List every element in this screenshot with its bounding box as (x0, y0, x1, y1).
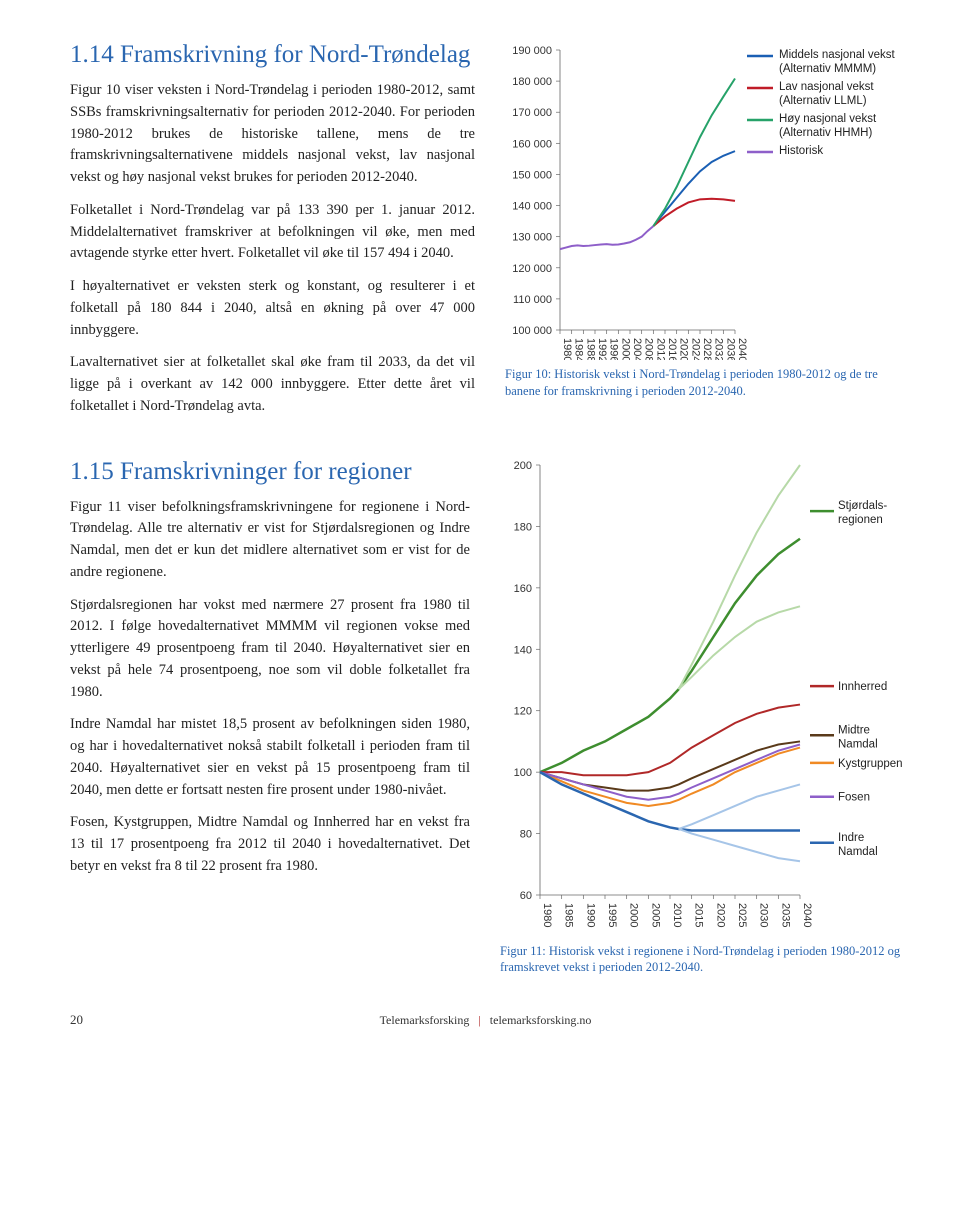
svg-text:(Alternativ MMMM): (Alternativ MMMM) (779, 63, 876, 75)
figure-11-chart: 60 80 100 120 140 160 180 200 1980 1985 1990 1995 20… (500, 457, 910, 937)
svg-text:2040: 2040 (736, 338, 748, 360)
footer-org: Telemarksforsking | telemarksforsking.no (380, 1011, 592, 1029)
section-114-p1: Figur 10 viser veksten i Nord-Trøndelag … (70, 80, 475, 189)
svg-text:(Alternativ LLML): (Alternativ LLML) (779, 95, 867, 107)
svg-text:Middels nasjonal vekst: Middels nasjonal vekst (779, 49, 896, 61)
svg-text:2032: 2032 (713, 338, 725, 360)
svg-text:2000: 2000 (619, 338, 631, 360)
svg-text:2000: 2000 (628, 903, 640, 927)
svg-text:Kystgruppen: Kystgruppen (838, 757, 903, 769)
svg-text:Midtre: Midtre (838, 724, 870, 736)
svg-text:80: 80 (520, 828, 532, 840)
svg-text:1980: 1980 (561, 338, 573, 360)
figure-11-caption: Figur 11: Historisk vekst i regionene i … (500, 943, 910, 977)
section-115-text: 1.15 Framskrivninger for regioner Figur … (70, 457, 470, 977)
page-number: 20 (70, 1010, 83, 1030)
svg-text:2028: 2028 (701, 338, 713, 360)
svg-text:Høy nasjonal vekst: Høy nasjonal vekst (779, 113, 877, 125)
figure-10: 100 000 110 000 120 000 130 000 140 000 150 0… (505, 40, 910, 429)
svg-text:140: 140 (514, 644, 532, 656)
section-115-p1: Figur 11 viser befolkningsframskrivninge… (70, 497, 470, 584)
svg-text:1992: 1992 (596, 338, 608, 360)
svg-text:Innherred: Innherred (838, 681, 887, 693)
section-114-p2: Folketallet i Nord-Trøndelag var på 133 … (70, 200, 475, 265)
svg-text:regionen: regionen (838, 514, 883, 526)
svg-text:1996: 1996 (608, 338, 620, 360)
svg-text:Stjørdals-: Stjørdals- (838, 500, 887, 512)
svg-text:1985: 1985 (563, 903, 575, 927)
svg-text:Lav nasjonal vekst: Lav nasjonal vekst (779, 81, 874, 93)
figure-10-chart: 100 000 110 000 120 000 130 000 140 000 150 0… (505, 40, 910, 360)
section-114-block: 1.14 Framskrivning for Nord-Trøndelag Fi… (70, 40, 910, 429)
section-114-title: 1.14 Framskrivning for Nord-Trøndelag (70, 40, 475, 70)
svg-text:120: 120 (514, 705, 532, 717)
svg-text:1980: 1980 (541, 903, 553, 927)
svg-text:2020: 2020 (678, 338, 690, 360)
svg-text:Indre: Indre (838, 831, 864, 843)
svg-text:100 000: 100 000 (512, 325, 552, 337)
section-114-p4: Lavalternativet sier at folketallet skal… (70, 352, 475, 417)
figure-11: 60 80 100 120 140 160 180 200 1980 1985 1990 1995 20… (500, 457, 910, 977)
svg-text:2004: 2004 (631, 338, 643, 360)
svg-text:2030: 2030 (758, 903, 770, 927)
section-115-title: 1.15 Framskrivninger for regioner (70, 457, 470, 487)
svg-text:Fosen: Fosen (838, 791, 870, 803)
svg-text:2016: 2016 (666, 338, 678, 360)
svg-text:150 000: 150 000 (512, 169, 552, 181)
svg-text:2005: 2005 (649, 903, 661, 927)
svg-text:Namdal: Namdal (838, 845, 878, 857)
section-115-p4: Fosen, Kystgruppen, Midtre Namdal og Inn… (70, 812, 470, 877)
svg-text:160: 160 (514, 582, 532, 594)
section-114-p3: I høyalternativet er veksten sterk og ko… (70, 276, 475, 341)
svg-text:2020: 2020 (714, 903, 726, 927)
svg-text:110 000: 110 000 (513, 294, 552, 306)
svg-text:(Alternativ HHMH): (Alternativ HHMH) (779, 127, 872, 139)
svg-text:2010: 2010 (671, 903, 683, 927)
svg-text:2008: 2008 (643, 338, 655, 360)
svg-text:140 000: 140 000 (512, 201, 552, 213)
svg-text:2036: 2036 (724, 338, 736, 360)
svg-text:180: 180 (514, 521, 532, 533)
svg-text:2025: 2025 (736, 903, 748, 927)
section-115-p3: Indre Namdal har mistet 18,5 prosent av … (70, 714, 470, 801)
svg-text:Historisk: Historisk (779, 145, 823, 157)
svg-text:2012: 2012 (654, 338, 666, 360)
section-115-block: 1.15 Framskrivninger for regioner Figur … (70, 457, 910, 977)
svg-text:1995: 1995 (606, 903, 618, 927)
svg-text:1988: 1988 (584, 338, 596, 360)
svg-text:2040: 2040 (801, 903, 813, 927)
svg-text:200: 200 (514, 460, 532, 472)
svg-text:2024: 2024 (689, 338, 701, 360)
svg-text:Namdal: Namdal (838, 738, 878, 750)
section-115-p2: Stjørdalsregionen har vokst med nærmere … (70, 595, 470, 704)
section-114-text: 1.14 Framskrivning for Nord-Trøndelag Fi… (70, 40, 475, 429)
svg-text:1990: 1990 (584, 903, 596, 927)
svg-text:2035: 2035 (779, 903, 791, 927)
svg-text:160 000: 160 000 (512, 138, 552, 150)
svg-text:100: 100 (514, 767, 532, 779)
figure-10-caption: Figur 10: Historisk vekst i Nord-Trøndel… (505, 366, 910, 400)
svg-text:170 000: 170 000 (512, 107, 552, 119)
page-footer: 20 Telemarksforsking | telemarksforsking… (70, 1010, 910, 1030)
svg-text:120 000: 120 000 (512, 263, 552, 275)
svg-text:60: 60 (520, 890, 532, 902)
svg-text:130 000: 130 000 (512, 232, 552, 244)
svg-text:190 000: 190 000 (512, 45, 552, 57)
svg-text:180 000: 180 000 (512, 76, 552, 88)
svg-text:2015: 2015 (693, 903, 705, 927)
svg-text:1984: 1984 (573, 338, 585, 360)
